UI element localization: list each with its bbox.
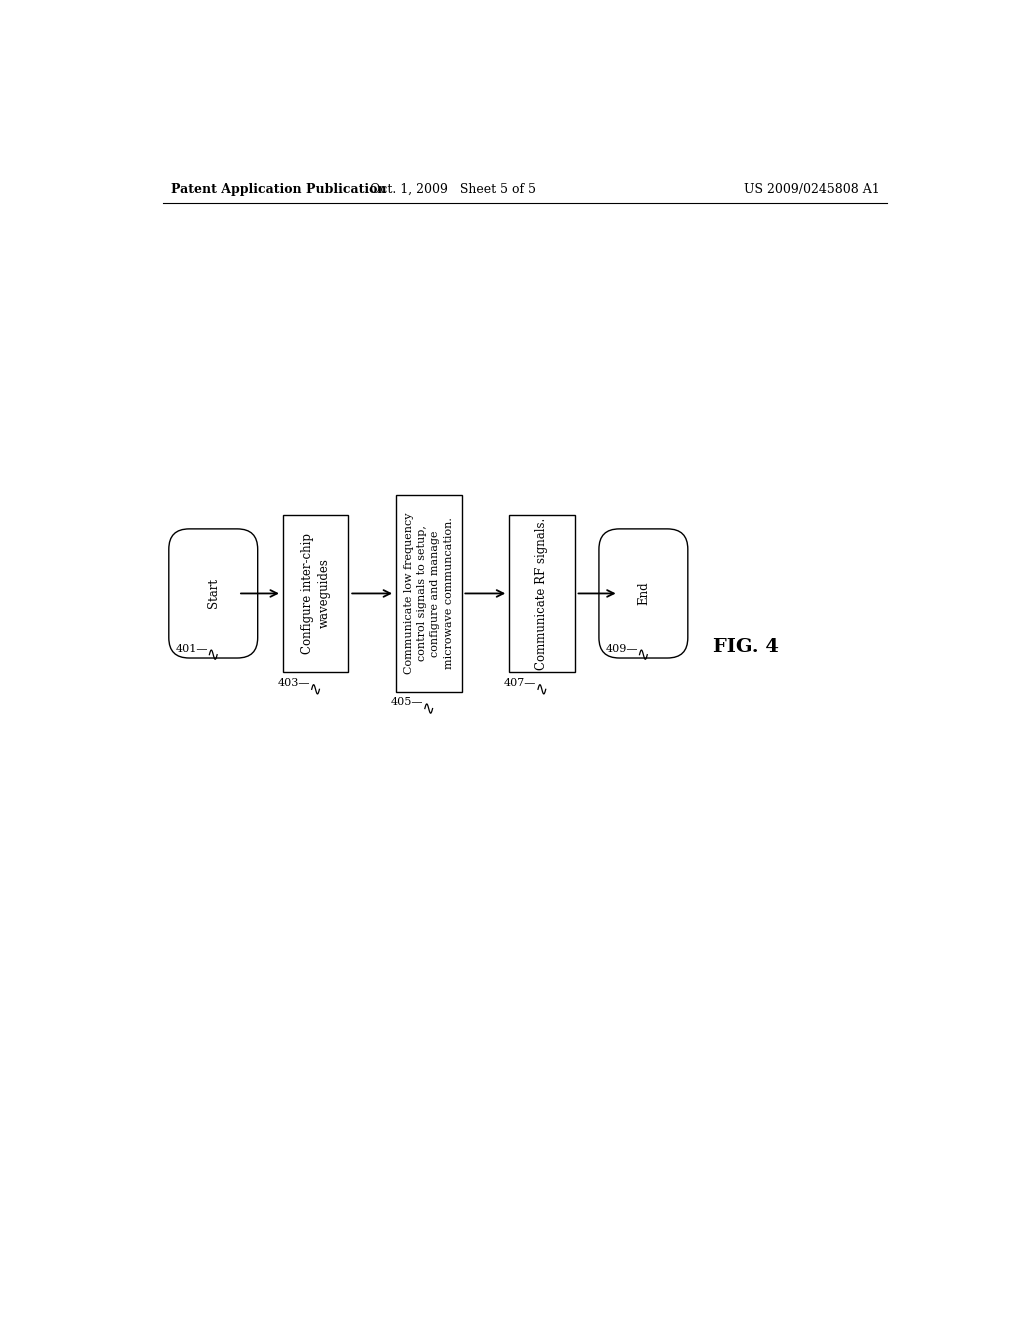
FancyBboxPatch shape [509, 515, 574, 672]
Text: US 2009/0245808 A1: US 2009/0245808 A1 [744, 183, 880, 197]
FancyBboxPatch shape [599, 529, 688, 657]
Text: Oct. 1, 2009   Sheet 5 of 5: Oct. 1, 2009 Sheet 5 of 5 [371, 183, 537, 197]
Text: Communicate low frequency
control signals to setup,
configure and manage
microwa: Communicate low frequency control signal… [403, 512, 454, 675]
Text: End: End [637, 582, 650, 606]
Text: 405—: 405— [391, 697, 423, 708]
Text: FIG. 4: FIG. 4 [713, 639, 779, 656]
Text: Patent Application Publication: Patent Application Publication [171, 183, 386, 197]
Text: 407—: 407— [504, 678, 537, 688]
Text: 409—: 409— [605, 644, 638, 653]
Text: Communicate RF signals.: Communicate RF signals. [536, 517, 548, 669]
Text: Configure inter-chip
waveguides: Configure inter-chip waveguides [301, 533, 331, 653]
Text: 403—: 403— [278, 678, 310, 688]
Text: Start: Start [207, 578, 220, 609]
FancyBboxPatch shape [395, 495, 462, 692]
FancyBboxPatch shape [169, 529, 258, 657]
Text: 401—: 401— [175, 644, 208, 653]
FancyBboxPatch shape [283, 515, 348, 672]
